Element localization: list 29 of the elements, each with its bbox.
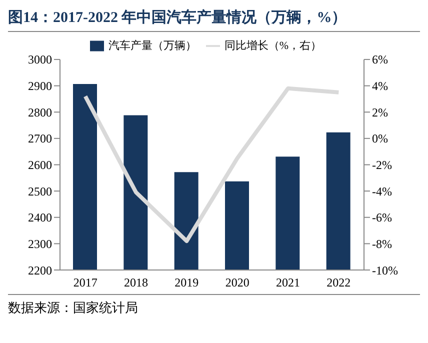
y-tick-label: 2900	[28, 79, 52, 94]
y2-tick-label: 6%	[372, 52, 388, 67]
y-tick-label: 2800	[28, 105, 52, 120]
x-tick-label: 2018	[124, 276, 148, 290]
y2-tick-label: 0%	[372, 132, 388, 146]
x-tick-label: 2022	[326, 276, 351, 290]
y-tick-label: 2500	[28, 184, 52, 198]
y2-tick-label: -6%	[372, 210, 392, 225]
y2-tick-label: -4%	[372, 184, 392, 198]
y2-tick-label: -8%	[372, 236, 392, 251]
y-tick-label: 2600	[28, 158, 52, 172]
legend-label: 同比增长（%，右）	[224, 40, 322, 52]
legend-label: 汽车产量（万辆）	[108, 40, 196, 52]
y-tick-label: 2400	[28, 210, 52, 225]
y-tick-label: 3000	[28, 52, 52, 67]
chart-title: 图14：2017-2022 年中国汽车产量情况（万辆，%）	[8, 8, 420, 32]
y2-tick-label: 2%	[372, 105, 388, 120]
x-tick-label: 2019	[174, 276, 199, 290]
x-tick-label: 2017	[73, 276, 98, 290]
x-tick-label: 2021	[276, 276, 300, 290]
y2-tick-label: -2%	[372, 158, 392, 172]
y-tick-label: 2300	[28, 236, 52, 251]
y-tick-label: 2700	[28, 132, 52, 146]
line-series	[83, 86, 341, 244]
y2-tick-label: -10%	[372, 263, 398, 278]
source-note: 数据来源：国家统计局	[8, 299, 139, 317]
x-tick-label: 2020	[225, 276, 250, 290]
y-tick-label: 2200	[28, 263, 52, 278]
y2-tick-label: 4%	[372, 79, 388, 94]
